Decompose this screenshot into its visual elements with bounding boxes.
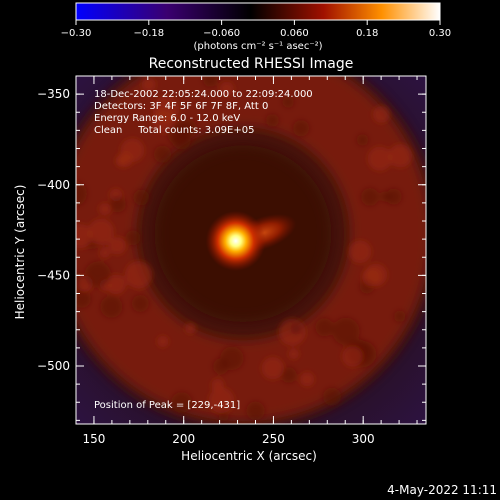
ring-blob xyxy=(292,120,310,137)
ring-blob xyxy=(290,323,302,335)
plot-frame xyxy=(75,75,427,425)
chart-title: Reconstructed RHESSI Image xyxy=(149,56,354,72)
ring-blob xyxy=(108,237,126,255)
ring-blob xyxy=(300,372,315,387)
annotation-clean: Clean Total counts: 3.09E+05 xyxy=(94,125,254,136)
ring-blobs xyxy=(76,76,413,422)
ring-blob xyxy=(261,357,285,380)
ring-blob xyxy=(219,81,234,96)
ring-blob xyxy=(157,335,169,348)
heatmap-image xyxy=(76,76,426,424)
colorbar-gradient xyxy=(75,2,441,21)
ring-blob xyxy=(100,295,123,318)
ring-blob xyxy=(76,224,93,249)
ring-blob xyxy=(98,202,112,216)
x-tick-label: 200 xyxy=(172,432,195,446)
ring-blob xyxy=(388,144,413,168)
ring-blob xyxy=(356,134,369,146)
ring-blob xyxy=(184,322,196,334)
ring-blob xyxy=(106,274,127,295)
annotation-detectors: Detectors: 3F 4F 5F 6F 7F 8F, Att 0 xyxy=(94,101,268,112)
ring-blob xyxy=(211,378,224,392)
ring-blob xyxy=(124,261,153,289)
ring-blob xyxy=(246,401,265,421)
ring-blob xyxy=(288,348,300,360)
ring-blob xyxy=(213,358,229,375)
ring-blob xyxy=(84,261,111,288)
ring-blob xyxy=(203,76,218,87)
colorbar-tick-label: 0.060 xyxy=(280,28,309,39)
ring-blob xyxy=(385,188,402,205)
annotation-peak-position: Position of Peak = [229,-431] xyxy=(94,400,240,411)
y-axis-label: Heliocentric Y (arcsec) xyxy=(13,185,27,320)
ring-blob xyxy=(171,391,193,413)
ring-blob xyxy=(342,346,363,367)
ring-blob xyxy=(361,187,379,206)
colorbar-tick-label: −0.18 xyxy=(133,28,164,39)
colorbar-ticks: −0.30 −0.18 −0.060 0.060 0.18 0.30 xyxy=(61,20,451,39)
axis-ticks: 150 200 250 300 −350 −400 −450 −500 xyxy=(37,75,426,446)
ring-blob xyxy=(76,289,91,308)
ring-blob xyxy=(208,387,235,414)
ring-blob xyxy=(280,367,297,383)
ring-blob xyxy=(218,411,229,422)
source-peak xyxy=(205,210,266,271)
colorbar-tick-label: −0.060 xyxy=(203,28,240,39)
ring-blob xyxy=(167,123,190,146)
y-tick-label: −400 xyxy=(37,178,70,192)
annotation-time-range: 18-Dec-2002 22:05:24.000 to 22:09:24.000 xyxy=(94,89,313,100)
ring-blob xyxy=(131,294,149,312)
colorbar-tick-label: −0.30 xyxy=(61,28,92,39)
flare-source xyxy=(205,210,297,271)
ring-blob xyxy=(315,318,334,337)
ring-blob xyxy=(141,77,156,92)
ring-blob xyxy=(109,196,126,213)
x-tick-label: 250 xyxy=(262,432,285,446)
ring-blob xyxy=(151,109,176,133)
x-tick-label: 150 xyxy=(82,432,105,446)
y-tick-label: −350 xyxy=(37,87,70,101)
ring-blob xyxy=(76,181,87,207)
annotation-block: 18-Dec-2002 22:05:24.000 to 22:09:24.000… xyxy=(94,89,313,411)
ring-blob xyxy=(332,317,360,345)
x-axis-label: Heliocentric X (arcsec) xyxy=(181,449,317,463)
colorbar: −0.30 −0.18 −0.060 0.060 0.18 0.30 (photons c… xyxy=(61,2,451,52)
colorbar-unit-label: (photons cm⁻² s⁻¹ asec⁻²) xyxy=(193,41,322,52)
ring-blob xyxy=(88,218,114,245)
y-tick-label: −450 xyxy=(37,268,70,282)
y-tick-label: −500 xyxy=(37,359,70,373)
ring-blob xyxy=(120,138,145,163)
ring-blob xyxy=(323,387,342,406)
ring-blob xyxy=(394,310,406,323)
ring-blob xyxy=(372,106,390,123)
ring-blob xyxy=(362,267,381,287)
colorbar-tick-label: 0.30 xyxy=(429,28,451,39)
annotation-energy-range: Energy Range: 6.0 - 12.0 keV xyxy=(94,113,240,124)
ring-blob xyxy=(153,145,172,163)
footer-timestamp: 4-May-2022 11:11 xyxy=(387,483,497,497)
ring-blob xyxy=(265,113,279,127)
x-tick-label: 300 xyxy=(352,432,375,446)
ring-blob xyxy=(282,96,294,108)
ring-blob xyxy=(133,189,150,206)
colorbar-tick-label: 0.18 xyxy=(356,28,378,39)
ring-blob xyxy=(99,247,110,258)
ring-blob xyxy=(125,230,141,246)
ring-blob xyxy=(115,155,128,167)
ring-blob xyxy=(367,146,392,171)
ring-blob xyxy=(348,240,372,264)
